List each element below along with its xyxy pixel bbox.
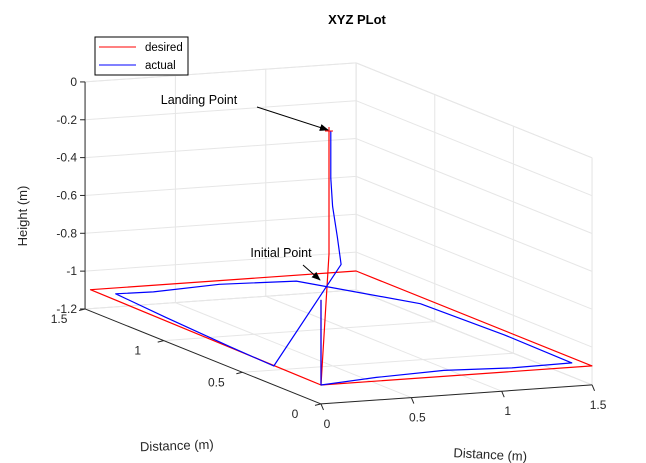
z-axis-label: Height (m): [15, 186, 30, 247]
x-tick-label: 1.5: [590, 398, 607, 412]
grid-line: [163, 321, 435, 342]
z-tick-label: -1.2: [56, 302, 77, 316]
x-tick-label: 1: [504, 404, 511, 418]
z-tick-label: -1: [66, 264, 77, 278]
grid-line: [85, 213, 357, 234]
x-axis-label: Distance (m): [453, 445, 527, 463]
grid-line: [85, 175, 357, 196]
z-tick-label: -0.4: [56, 151, 77, 165]
y-tick-mark: [236, 371, 243, 375]
x-tick-mark: [501, 391, 505, 398]
z-tick-label: -0.6: [56, 188, 77, 202]
annotation-initial-point: Initial Point: [250, 246, 312, 260]
y-tick-label: 1: [134, 344, 141, 358]
series-layer: [89, 127, 593, 386]
x-tick-mark: [591, 384, 596, 392]
x-tick-mark: [410, 397, 415, 404]
grid-line: [85, 251, 357, 272]
annotations: Initial Point Landing Point: [161, 93, 329, 281]
grid-line: [355, 251, 593, 348]
pane-edge: [355, 289, 593, 386]
y-tick-mark: [314, 403, 322, 406]
y-axis-line: [84, 308, 322, 405]
grid-lines: [84, 62, 593, 405]
y-tick-label: 0: [292, 407, 299, 421]
annotation-arrow: [302, 264, 321, 281]
y-tick-label: 1.5: [51, 312, 68, 326]
axes: [78, 81, 596, 411]
grid-line: [355, 213, 593, 310]
y-tick-label: 0.5: [208, 375, 225, 389]
y-tick-mark: [157, 340, 164, 343]
grid-line: [355, 175, 593, 272]
grid-line: [85, 138, 357, 159]
grid-line: [242, 352, 514, 373]
annotation-landing-point: Landing Point: [161, 93, 238, 107]
annotation-arrow: [256, 106, 329, 131]
pane-edge: [355, 62, 593, 159]
chart-title: XYZ PLot: [328, 12, 386, 27]
tick-labels: 0 0.5 1 1.5 0 0.5 1 1.5 0 -0.2 -0.4 -0.6 -0.8 -1 -1.2: [51, 75, 607, 431]
grid-line: [355, 100, 593, 197]
legend-box: [94, 36, 189, 76]
z-tick-label: -0.8: [56, 226, 77, 240]
series-line-desired: [89, 131, 593, 386]
x-tick-label: 0.5: [409, 411, 426, 425]
legend: desired actual: [94, 36, 189, 76]
grid-line: [355, 138, 593, 234]
pane-edge: [85, 62, 357, 83]
legend-label-desired: desired: [145, 42, 183, 54]
x-tick-mark: [320, 403, 324, 411]
grid-line: [85, 100, 357, 121]
x-tick-label: 0: [324, 417, 331, 431]
legend-label-actual: actual: [145, 60, 176, 72]
series-line-actual: [115, 130, 573, 386]
y-axis-label: Distance (m): [140, 437, 214, 455]
z-tick-label: 0: [70, 75, 77, 89]
x-axis-line: [320, 384, 593, 405]
z-tick-label: -0.2: [56, 113, 77, 127]
